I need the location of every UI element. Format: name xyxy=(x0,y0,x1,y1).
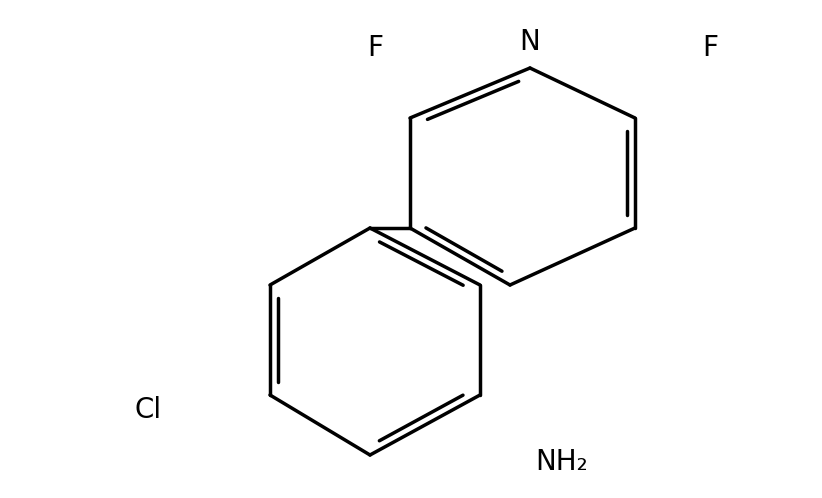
Text: F: F xyxy=(702,34,718,62)
Text: F: F xyxy=(367,34,383,62)
Text: Cl: Cl xyxy=(135,396,162,424)
Text: N: N xyxy=(520,28,540,56)
Text: NH₂: NH₂ xyxy=(535,448,588,476)
